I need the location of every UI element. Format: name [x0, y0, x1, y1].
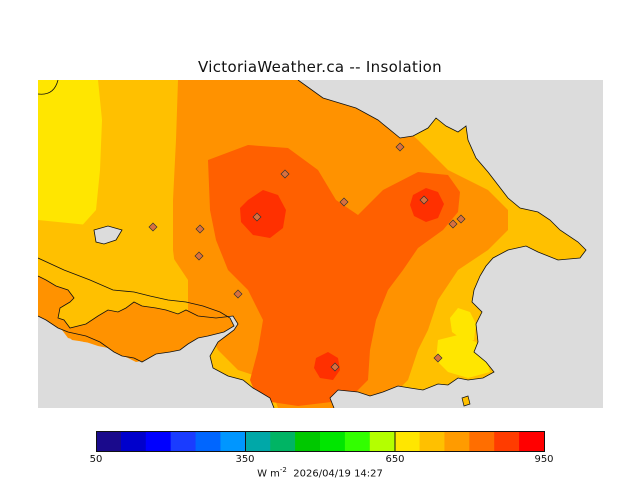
legend-bin	[494, 431, 520, 452]
station-marker	[280, 169, 290, 179]
legend-bin	[419, 431, 445, 452]
station-marker	[339, 197, 349, 207]
station-marker	[330, 362, 340, 372]
insolation-map	[38, 80, 603, 408]
legend-bin	[469, 431, 495, 452]
unit-exponent: -2	[279, 466, 287, 474]
legend-bin	[195, 431, 221, 452]
map-title: VictoriaWeather.ca -- Insolation	[198, 58, 442, 76]
station-marker	[148, 222, 158, 232]
legend-bin	[145, 431, 172, 452]
station-marker	[433, 353, 443, 363]
legend-bin	[245, 431, 271, 452]
station-marker	[456, 214, 466, 224]
legend-bin	[96, 431, 122, 452]
inlet-coastline	[38, 257, 235, 363]
legend-tick-min: 50	[89, 454, 103, 465]
legend-tick-650: 650	[385, 454, 405, 465]
station-marker	[233, 289, 243, 299]
legend-bin	[519, 431, 545, 452]
legend-bin	[444, 431, 470, 452]
station-marker	[448, 219, 458, 229]
station-marker	[252, 212, 262, 222]
small-island	[461, 395, 471, 407]
legend-bin	[220, 431, 246, 452]
island-outline	[93, 225, 123, 245]
legend-bin	[270, 431, 296, 452]
legend-bin	[369, 431, 396, 452]
legend-bin	[344, 431, 371, 452]
unit-label: W m	[257, 468, 280, 480]
station-marker	[395, 142, 405, 152]
legend-bin	[120, 431, 147, 452]
legend-bin	[295, 431, 321, 452]
legend-tick-max: 950	[534, 454, 554, 465]
corner-arc	[38, 80, 59, 95]
station-marker	[194, 251, 204, 261]
coastline	[297, 80, 587, 408]
legend-colorbar	[96, 431, 545, 452]
legend-bin	[320, 431, 346, 452]
station-marker	[195, 224, 205, 234]
legend-bin	[170, 431, 197, 452]
legend-tick-350: 350	[235, 454, 255, 465]
station-marker	[419, 195, 429, 205]
timestamp: 2026/04/19 14:27	[293, 468, 383, 480]
legend-caption: W m-2 2026/04/19 14:27	[0, 466, 640, 479]
west-coastline	[38, 275, 275, 408]
station-markers	[148, 142, 466, 372]
legend-bin	[394, 431, 421, 452]
